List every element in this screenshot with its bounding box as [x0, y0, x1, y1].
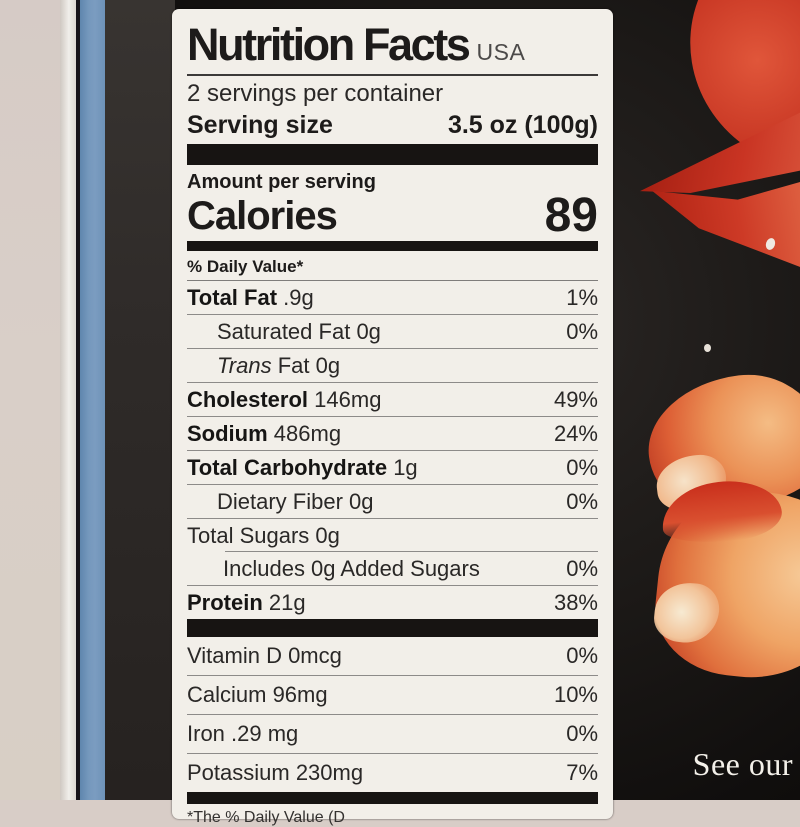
bottom-divider-bar — [187, 792, 598, 804]
nutrient-row-iron: Iron .29 mg 0% — [187, 714, 598, 753]
daily-value-footnote: *The % Daily Value (D — [187, 809, 345, 826]
amount-per-serving-label: Amount per serving — [187, 171, 376, 193]
nutrient-row-trans-fat: Trans Fat 0g — [187, 348, 598, 382]
nutrient-name: Iron .29 mg — [187, 721, 299, 746]
medium-divider-bar — [187, 241, 598, 251]
nutrient-dv: 10% — [553, 682, 598, 707]
thick-divider-bar — [187, 144, 598, 165]
nutrient-dv: 0% — [566, 454, 598, 480]
label-title: Nutrition Facts — [187, 19, 471, 70]
nutrient-dv: 38% — [553, 589, 598, 615]
serving-size-value: 3.5 oz (100g) — [447, 111, 598, 139]
nutrient-amount: .9g — [283, 284, 314, 310]
nutrient-name: Total Sugars — [187, 522, 310, 548]
nutrient-name: Sodium — [187, 420, 268, 446]
nutrient-amount: Includes 0g Added Sugars — [223, 555, 480, 581]
nutrient-row-vitamin-d: Vitamin D 0mcg 0% — [187, 637, 598, 675]
nutrient-amount: 0g — [356, 318, 381, 344]
nutrient-dv: 1% — [566, 284, 598, 310]
nutrient-dv: 0% — [566, 721, 598, 746]
nutrient-amount: 0g — [349, 488, 374, 514]
nutrient-row-protein: Protein 21g 38% — [187, 585, 598, 619]
nutrient-row-total-fat: Total Fat .9g 1% — [187, 281, 598, 314]
nutrient-name: Vitamin D 0mcg — [187, 643, 342, 668]
nutrient-name: Cholesterol — [187, 386, 309, 412]
nutrition-facts-label: Nutrition Facts USA 2 servings per conta… — [172, 9, 613, 826]
nutrient-dv: 0% — [566, 643, 598, 668]
thick-divider-bar — [187, 619, 598, 637]
nutrient-amount: 21g — [268, 589, 306, 615]
nutrient-dv: 49% — [553, 386, 598, 412]
nutrient-amount: Fat 0g — [277, 352, 341, 378]
nutrient-name: Calcium 96mg — [187, 682, 328, 707]
nutrient-row-calcium: Calcium 96mg 10% — [187, 675, 598, 714]
label-title-row: Nutrition Facts USA — [187, 19, 598, 71]
divider — [187, 74, 598, 76]
nutrient-row-saturated-fat: Saturated Fat 0g 0% — [187, 314, 598, 348]
nutrient-dv: 7% — [566, 760, 598, 785]
nutrient-row-total-carbohydrate: Total Carbohydrate 1g 0% — [187, 450, 598, 484]
serving-size-label: Serving size — [187, 111, 333, 139]
nutrient-dv: 24% — [553, 420, 598, 446]
ice-speck — [704, 344, 711, 352]
nutrient-row-cholesterol: Cholesterol 146mg 49% — [187, 382, 598, 416]
serving-size-row: Serving size 3.5 oz (100g) — [187, 109, 598, 141]
nutrient-row-potassium: Potassium 230mg 7% — [187, 753, 598, 792]
nutrient-amount: 486mg — [273, 420, 342, 446]
calories-row: Calories 89 — [187, 189, 598, 242]
nutrient-name: Trans — [217, 352, 272, 378]
nutrient-name: Dietary Fiber — [217, 488, 343, 514]
nutrient-name: Saturated Fat — [217, 318, 351, 344]
nutrient-row-sodium: Sodium 486mg 24% — [187, 416, 598, 450]
daily-value-header: % Daily Value* — [187, 254, 598, 281]
nutrient-row-added-sugars: Includes 0g Added Sugars 0% — [187, 551, 598, 585]
calories-label: Calories — [187, 194, 338, 238]
servings-per-container: 2 servings per container — [187, 80, 444, 107]
nutrient-amount: 0g — [315, 522, 340, 548]
nutrient-amount: 146mg — [314, 386, 382, 412]
nutrient-name: Total Fat — [187, 284, 278, 310]
nutrient-amount: 1g — [393, 454, 418, 480]
nutrient-name: Potassium 230mg — [187, 760, 364, 785]
indented-separator-line — [225, 551, 598, 552]
nutrient-dv: 0% — [566, 555, 598, 581]
nutrient-row-dietary-fiber: Dietary Fiber 0g 0% — [187, 484, 598, 518]
nutrient-name: Total Carbohydrate — [187, 454, 388, 480]
package-edge-highlight — [60, 0, 76, 800]
package-edge-shadow-line — [76, 0, 80, 800]
package-caption-text: See our — [692, 746, 793, 782]
nutrient-dv: 0% — [566, 318, 598, 344]
nutrient-dv: 0% — [566, 488, 598, 514]
calories-value: 89 — [544, 189, 598, 242]
nutrient-name: Protein — [187, 589, 263, 615]
nutrient-row-total-sugars: Total Sugars 0g — [187, 518, 598, 552]
package-edge-blue-strip — [80, 0, 105, 800]
label-region-text: USA — [476, 39, 526, 65]
